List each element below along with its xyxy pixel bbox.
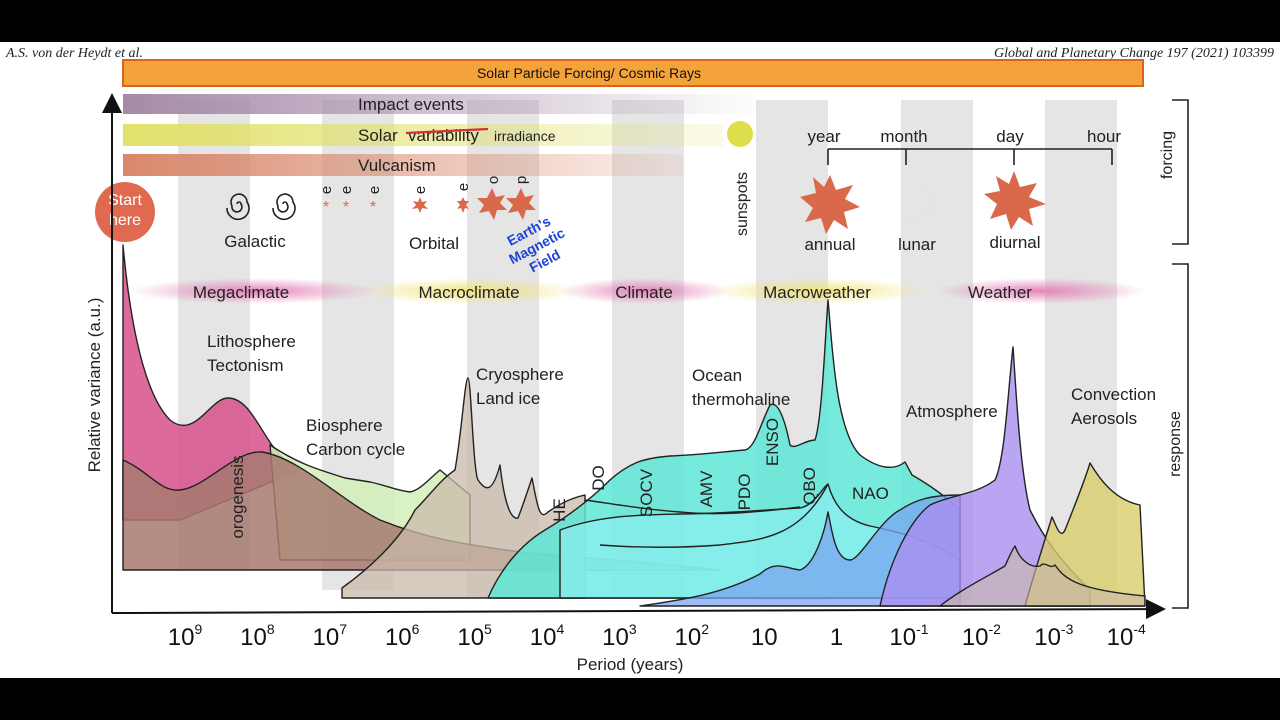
svg-text:Atmosphere: Atmosphere (906, 402, 998, 421)
x-tick-label: 103 (602, 621, 637, 651)
x-tick-label: 108 (240, 621, 275, 651)
svg-text:Convection: Convection (1071, 385, 1156, 404)
sunspots-label: sunspots (734, 172, 751, 236)
svg-text:Lithosphere: Lithosphere (207, 332, 296, 351)
response-labels: Lithosphere Tectonism orogenesis Biosphe… (207, 332, 1156, 539)
vulcanism-bar (123, 154, 683, 176)
start-here-circle (95, 182, 155, 242)
lunar-label: lunar (898, 235, 936, 254)
orbital-letters: e e e e e o p (318, 176, 530, 194)
x-tick-label: 10 (751, 624, 778, 651)
svg-text:e: e (318, 186, 335, 194)
regime-weather: Weather (968, 283, 1032, 302)
atmosphere-area (879, 346, 1091, 607)
x-tick-label: 109 (168, 621, 203, 651)
svg-text:ENSO: ENSO (763, 418, 782, 466)
svg-text:e: e (338, 186, 355, 194)
vulcanism-label: Vulcanism (358, 156, 436, 175)
svg-text:*: * (343, 199, 349, 216)
year-label: year (807, 127, 840, 146)
galactic-label: Galactic (224, 232, 286, 251)
x-tick-label: 105 (457, 621, 492, 651)
svg-text:Ocean: Ocean (692, 366, 742, 385)
x-tick-labels: 109 108 107 106 105 104 103 102 10 1 10-1 10-2 10-3 1… (168, 621, 1146, 651)
svg-text:e: e (366, 186, 383, 194)
svg-text:*: * (370, 199, 376, 216)
x-tick-label: 10-3 (1034, 621, 1073, 651)
impact-events-bar (123, 94, 763, 114)
diurnal-label: diurnal (989, 233, 1040, 252)
solar-irradiance-bar (123, 124, 723, 146)
svg-text:Aerosols: Aerosols (1071, 409, 1137, 428)
svg-text:SOCV: SOCV (637, 468, 656, 517)
annual-label: annual (804, 235, 855, 254)
start-label-2: here (109, 212, 141, 229)
solar-particle-bar (122, 59, 1144, 87)
orbital-label: Orbital (409, 234, 459, 253)
x-tick-label: 107 (313, 621, 348, 651)
svg-text:Carbon cycle: Carbon cycle (306, 440, 405, 459)
response-side-label: response (1167, 411, 1184, 477)
hour-label: hour (1087, 127, 1121, 146)
regime-bands (130, 278, 1145, 304)
svg-text:o: o (485, 176, 502, 184)
x-tick-label: 106 (385, 621, 420, 651)
time-bracket (827, 148, 1113, 165)
x-axis-label: Period (years) (577, 655, 684, 674)
axes (102, 93, 1166, 620)
forcing-side-label: forcing (1159, 131, 1176, 179)
journal-citation: Global and Planetary Change 197 (2021) 1… (994, 46, 1274, 61)
x-tick-label: 10-4 (1107, 621, 1146, 651)
svg-text:HE: HE (550, 498, 569, 522)
author-citation: A.S. von der Heydt et al. (5, 46, 143, 61)
x-tick-label: 10-2 (962, 621, 1001, 651)
regime-macroclimate: Macroclimate (418, 283, 519, 302)
diurnal-star-icon (984, 171, 1046, 230)
annual-star-icon (800, 175, 860, 234)
svg-text:DO: DO (589, 465, 608, 491)
solar-prefix-label: Solar (358, 126, 398, 145)
svg-text:p: p (513, 176, 530, 184)
month-label: month (880, 127, 927, 146)
y-axis-label: Relative variance (a.u.) (85, 298, 104, 473)
x-tick-label: 10-1 (889, 621, 928, 651)
svg-text:Tectonism: Tectonism (207, 356, 284, 375)
galaxy-icon (226, 193, 296, 221)
svg-text:NAO: NAO (852, 484, 889, 503)
svg-text:e: e (455, 183, 472, 191)
svg-text:Cryosphere: Cryosphere (476, 365, 564, 384)
orbital-stars: * * * (323, 188, 536, 220)
day-label: day (996, 127, 1024, 146)
sunspot-dot (727, 121, 753, 147)
svg-text:thermohaline: thermohaline (692, 390, 790, 409)
svg-text:Biosphere: Biosphere (306, 416, 383, 435)
side-brackets (1172, 99, 1189, 609)
svg-text:Land ice: Land ice (476, 389, 540, 408)
solar-irradiance-label: irradiance (494, 128, 556, 144)
svg-text:AMV: AMV (697, 470, 716, 508)
strike-through (405, 127, 489, 135)
lithosphere-area (122, 244, 301, 521)
blue-mode-area (639, 494, 961, 607)
start-label-1: Start (108, 192, 142, 209)
impact-events-label: Impact events (358, 95, 464, 114)
svg-text:QBO: QBO (800, 467, 819, 505)
x-tick-label: 1 (830, 624, 843, 651)
cryosphere-area (341, 377, 586, 599)
svg-text:*: * (323, 199, 329, 216)
svg-text:PDO: PDO (735, 474, 754, 511)
solar-particle-label: Solar Particle Forcing/ Cosmic Rays (477, 65, 701, 81)
svg-text:e: e (412, 186, 429, 194)
response-spectra (122, 244, 1146, 607)
small-peaks-line (939, 545, 1146, 607)
svg-text:orogenesis: orogenesis (228, 455, 247, 538)
regime-climate: Climate (615, 283, 673, 302)
regime-macroweather: Macroweather (763, 283, 871, 302)
x-tick-label: 102 (675, 621, 710, 651)
x-tick-label: 104 (530, 621, 565, 651)
regime-megaclimate: Megaclimate (193, 283, 289, 302)
